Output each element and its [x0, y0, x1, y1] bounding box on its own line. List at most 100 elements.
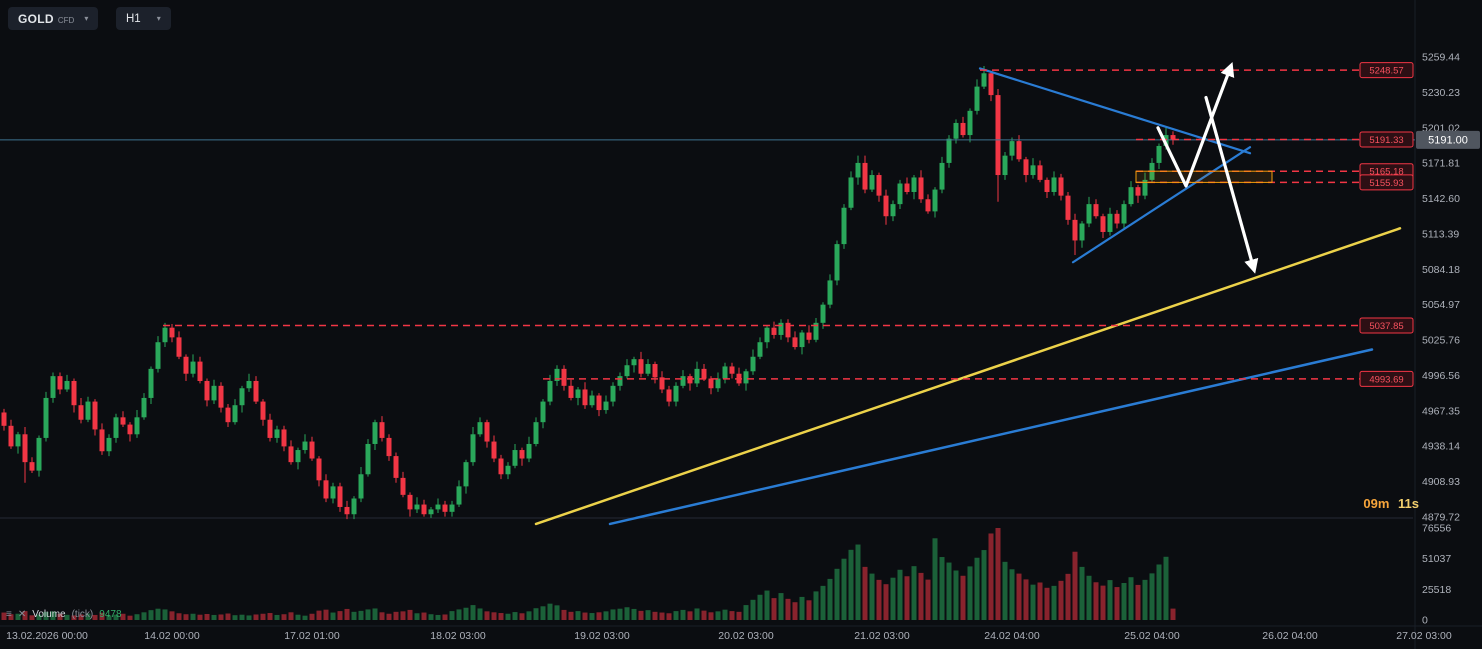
candle-body [22, 434, 28, 463]
indicator-name: Volume [32, 609, 66, 620]
candle-body [1121, 204, 1127, 224]
time-tick-label: 24.02 04:00 [984, 630, 1040, 642]
candle-body [967, 110, 973, 136]
menu-icon[interactable]: ≡ [6, 609, 12, 620]
candle-body [1002, 155, 1008, 176]
supply-zone-box[interactable] [1135, 170, 1273, 183]
timeframe-label: H1 [126, 12, 141, 25]
candle-body [792, 337, 798, 348]
volume-bar [43, 611, 49, 620]
candle-body [610, 385, 616, 402]
candle-body [911, 177, 917, 193]
candle-body [1114, 213, 1120, 224]
time-tick-label: 14.02 00:00 [144, 630, 200, 642]
volume-bar [1156, 564, 1162, 620]
volume-bar [813, 591, 819, 620]
candle-body [428, 509, 434, 515]
volume-bar [1142, 579, 1148, 620]
candle-body [225, 407, 231, 423]
projection-arrow[interactable] [1156, 61, 1235, 188]
candle-body [904, 183, 910, 193]
volume-bar [155, 608, 161, 620]
candle-body [1, 412, 7, 426]
volume-bar [1149, 573, 1155, 620]
candle-body [932, 189, 938, 212]
candle-body [820, 304, 826, 323]
volume-bar [659, 612, 665, 620]
candle-body [295, 450, 301, 463]
candle-body [1135, 187, 1141, 196]
countdown-minutes: 09m [1363, 496, 1390, 511]
projection-arrow[interactable] [1204, 95, 1259, 274]
volume-bar [505, 613, 511, 620]
level-price-label [1359, 317, 1414, 334]
price-axis[interactable]: 5259.445230.235201.025171.815142.605113.… [1422, 52, 1460, 627]
price-tick-label: 5230.23 [1422, 87, 1460, 99]
time-tick-label: 18.02 03:00 [430, 630, 486, 642]
candle-body [1037, 165, 1043, 180]
volume-bar [449, 611, 455, 620]
timeframe-selector[interactable]: H1 ▾ [116, 7, 171, 30]
symbol-selector[interactable]: GOLD CFD ▾ [8, 7, 99, 30]
candle-body [554, 368, 560, 381]
volume-bar [239, 614, 245, 620]
candle-body [1023, 159, 1029, 176]
volume-bar [253, 614, 259, 620]
volume-pane [1, 528, 1176, 620]
candle-body [806, 332, 812, 340]
candle-body [148, 368, 154, 398]
candle-body [253, 380, 259, 402]
volume-bar [141, 612, 147, 620]
candle-body [8, 425, 14, 447]
volume-bar [463, 607, 469, 620]
candle-body [1086, 204, 1092, 224]
candle-body [204, 380, 210, 401]
candle-body [757, 342, 763, 357]
volume-bar [64, 614, 70, 620]
price-tick-label: 4879.72 [1422, 512, 1460, 524]
candle-body [533, 422, 539, 444]
candle-body [750, 356, 756, 372]
volume-bar [617, 608, 623, 620]
volume-bar [442, 614, 448, 620]
volume-bar [106, 615, 112, 620]
candle-body [197, 361, 203, 381]
time-tick-label: 19.02 03:00 [574, 630, 630, 642]
volume-bar [764, 590, 770, 620]
volume-bar [848, 549, 854, 620]
candle-body [624, 365, 630, 377]
close-icon[interactable]: ✕ [17, 609, 27, 620]
trendline-pennant-support[interactable] [1071, 146, 1252, 264]
candle-body [1170, 135, 1176, 140]
volume-bar [92, 614, 98, 620]
level-price-label-text: 5248.57 [1369, 66, 1403, 77]
volume-bar [22, 611, 28, 620]
volume-bar [624, 607, 630, 620]
candle-body [862, 162, 868, 190]
volume-bar [540, 606, 546, 620]
candle-body [309, 441, 315, 459]
candle-body [50, 376, 56, 398]
candle-body [680, 376, 686, 386]
candle-body [939, 162, 945, 190]
volume-bar [589, 613, 595, 620]
time-axis[interactable]: 13.02.2026 00:00 14.02 00:00 17.02 01:00 18… [6, 630, 1452, 642]
volume-bar [337, 611, 343, 620]
volume-bar [302, 615, 308, 620]
candle-body [323, 480, 329, 499]
candle-body [694, 368, 700, 384]
volume-bar [687, 611, 693, 620]
volume-bar [113, 614, 119, 620]
volume-bar [1121, 582, 1127, 620]
candle-body [666, 389, 672, 402]
candlestick-series [1, 66, 1176, 520]
volume-bar [1058, 580, 1064, 620]
candle-body [36, 437, 42, 471]
volume-bar [575, 611, 581, 620]
volume-bar [673, 611, 679, 620]
candle-body [974, 86, 980, 111]
trendline-ascending-yellow[interactable] [534, 227, 1402, 526]
volume-bar [666, 613, 672, 620]
